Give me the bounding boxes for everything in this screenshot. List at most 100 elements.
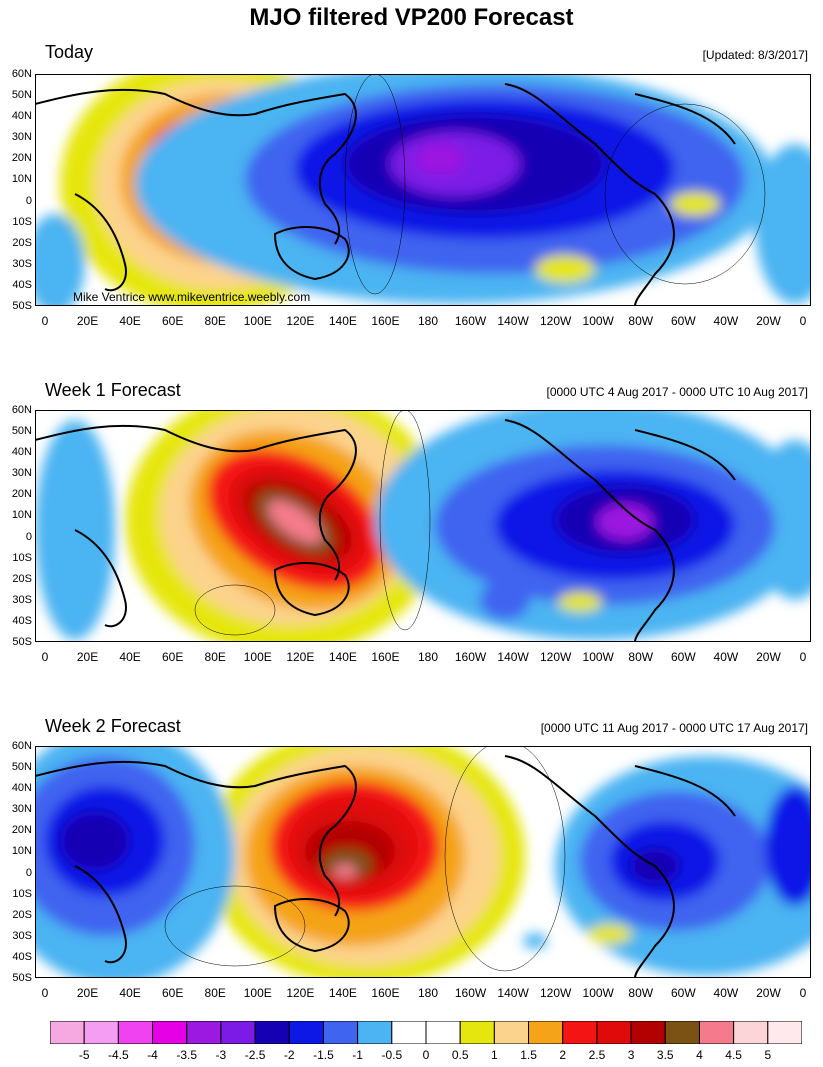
panel-title-week1: Week 1 Forecast [45, 380, 181, 400]
colorbar-swatch [596, 1021, 632, 1044]
field-1-sepac [558, 592, 602, 612]
colorbar-swatch [698, 1021, 735, 1044]
lat-tick-label: 20N [11, 824, 32, 837]
lat-tick-label: 10S [12, 887, 32, 900]
field-m0_5-spac [523, 933, 547, 949]
lat-tick-label: 60N [11, 404, 32, 416]
colorbar-tick-label: -4.5 [108, 1048, 129, 1062]
colorbar-tick-label: 4 [696, 1048, 703, 1062]
map-panel-today: Mike Ventrice www.mikeventrice.weebly.co… [35, 74, 811, 306]
colorbar-tick-label: 2.5 [588, 1048, 606, 1062]
lat-tick-label: 20N [11, 152, 32, 165]
colorbar-tick-label: -3 [215, 1048, 227, 1062]
colorbar-tick-label: 3.5 [656, 1048, 674, 1062]
colorbar-swatch [288, 1021, 324, 1044]
lon-tick-label: 120W [539, 314, 572, 328]
lon-tick-label: 60W [670, 650, 696, 664]
lon-tick-label: 180 [417, 986, 439, 1000]
lon-tick-label: 140W [497, 986, 529, 1000]
lon-tick-label: 100E [243, 650, 272, 664]
colorbar-swatch [391, 1021, 427, 1044]
colorbar-swatch [733, 1021, 769, 1044]
lon-tick-label: 140E [328, 986, 357, 1000]
colorbar-swatch [767, 1021, 802, 1044]
lon-tick-label: 40E [119, 650, 141, 664]
lon-tick-label: 60E [161, 314, 184, 328]
lat-tick-label: 0 [25, 866, 32, 879]
field-m0_5-east [755, 144, 811, 304]
colorbar-tick-label: 1.5 [520, 1048, 537, 1062]
lon-tick-label: 20W [756, 314, 781, 328]
colorbar-tick-label: -4 [147, 1048, 158, 1062]
colorbar-swatch [630, 1021, 666, 1044]
lon-tick-label: 140E [328, 650, 357, 664]
field-m0_5-west [35, 214, 85, 306]
lat-tick-label: 30S [12, 593, 32, 606]
colorbar-swatch [493, 1021, 530, 1044]
colorbar-tick-label: 0 [422, 1048, 430, 1062]
australia-coast [273, 898, 350, 953]
lon-tick-label: 140E [328, 314, 357, 328]
lat-tick-label: 10S [12, 551, 32, 564]
lon-tick-label: 120E [286, 314, 315, 328]
map-frame [35, 74, 811, 306]
lon-tick-label: 120W [539, 986, 572, 1000]
colorbar-tick-label: -1.5 [313, 1048, 334, 1062]
lat-tick-label: 40N [11, 782, 32, 795]
colorbar-swatch [528, 1021, 564, 1044]
lon-tick-label: 0 [41, 650, 49, 664]
africa-coast [74, 865, 127, 964]
lon-tick-label: 100W [582, 986, 614, 1000]
colorbar-tick-label: -1 [352, 1048, 363, 1062]
lat-tick-label: 0 [25, 194, 32, 207]
lon-tick-label: 160E [371, 986, 400, 1000]
coastlines [35, 83, 736, 306]
colorbar-swatch [83, 1021, 119, 1044]
lon-tick-label: 20W [756, 986, 781, 1000]
colorbar-tick-label: -3.5 [176, 1048, 198, 1062]
lon-tick-label: 40W [713, 650, 739, 664]
lon-tick-label: 0 [799, 986, 807, 1000]
lat-tick-label: 30N [11, 803, 32, 816]
colorbar-swatch [254, 1021, 290, 1044]
lat-tick-label: 50S [12, 636, 32, 648]
map-panel-week1 [35, 410, 811, 642]
lon-tick-label: 20E [76, 650, 99, 664]
lon-tick-label: 60E [161, 650, 184, 664]
lat-tick-label: 20S [12, 908, 32, 921]
eurasia-coast [35, 424, 357, 581]
panel-title-today: Today [45, 42, 94, 62]
map-frame [35, 746, 811, 978]
colorbar-swatch [357, 1021, 393, 1044]
lon-tick-label: 80E [204, 986, 226, 1000]
lon-tick-label: 0 [799, 650, 807, 664]
lat-tick-label: 40N [11, 110, 32, 123]
colorbar-swatch [425, 1021, 461, 1044]
north-america-coast [634, 765, 736, 817]
lat-tick-label: 0 [25, 530, 32, 543]
lat-tick-label: 10N [11, 173, 32, 186]
coastlines [35, 419, 736, 642]
lat-tick-label: 30N [11, 467, 32, 480]
lon-tick-label: 160E [371, 314, 400, 328]
colorbar-swatch [50, 1021, 85, 1044]
contours [164, 746, 566, 972]
lon-tick-label: 80W [628, 314, 654, 328]
lon-tick-label: 120W [539, 650, 572, 664]
colorbar-tick-label: 2 [559, 1048, 567, 1062]
colorbar-swatch [322, 1021, 359, 1044]
chart-title: MJO filtered VP200 Forecast [249, 4, 574, 31]
lon-tick-label: 80E [204, 314, 226, 328]
field-4_5 [267, 500, 323, 544]
americas-coast [504, 83, 675, 306]
lat-tick-label: 10N [11, 509, 32, 522]
panel-note-week1: [0000 UTC 4 Aug 2017 - 0000 UTC 10 Aug 2… [546, 385, 808, 399]
colorbar-swatch [220, 1021, 256, 1044]
colorbar-tick-label: 5 [764, 1048, 772, 1062]
lon-tick-label: 60W [670, 986, 696, 1000]
lat-tick-label: 50S [12, 300, 32, 312]
field-m3 [415, 143, 465, 175]
lon-tick-label: 40W [713, 314, 739, 328]
lat-tick-label: 30S [12, 257, 32, 270]
lat-tick-label: 60N [11, 68, 32, 80]
